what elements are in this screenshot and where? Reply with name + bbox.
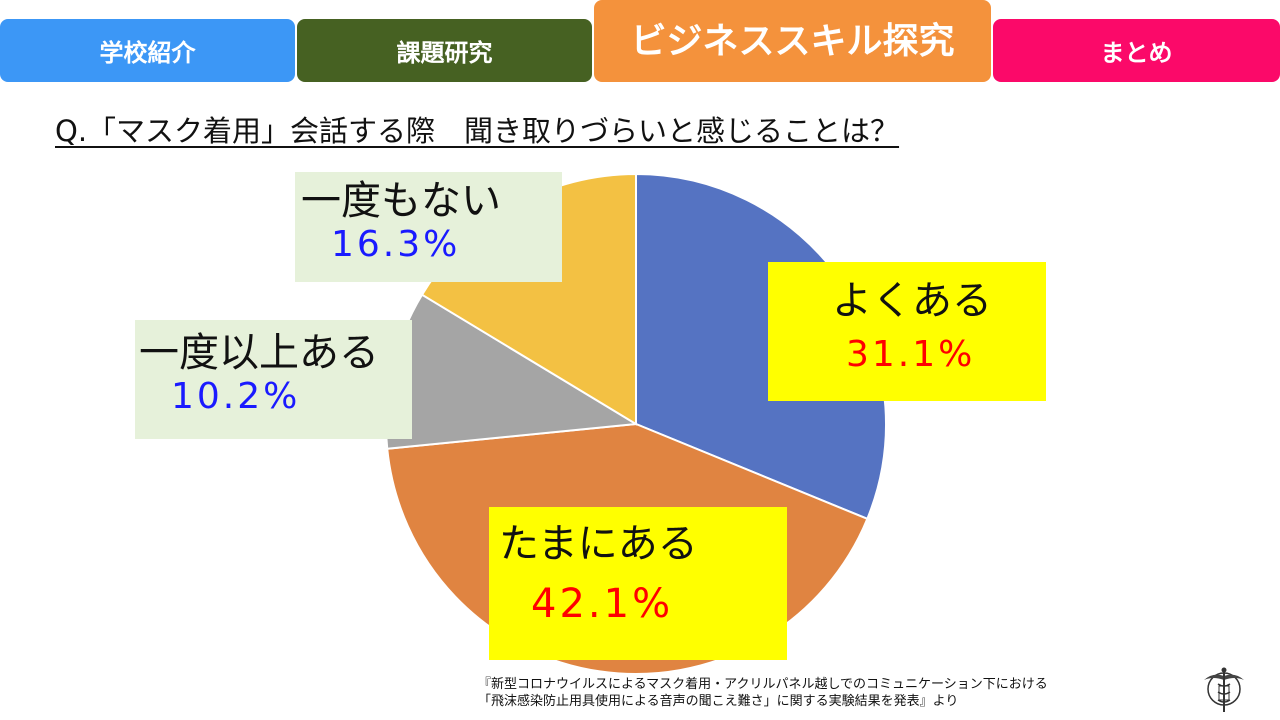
- school-emblem-icon: [1204, 667, 1244, 712]
- slice-percent-label: 42.1%: [531, 581, 674, 627]
- slice-percent-label: 16.3%: [331, 224, 461, 265]
- slice-label-once-or-more: 一度以上ある 10.2%: [135, 320, 412, 439]
- slice-percent-label: 31.1%: [846, 334, 976, 375]
- page-title: Q.「マスク着用」会話する際 聞き取りづらいと感じることは？: [55, 114, 900, 148]
- slice-percent-label: 10.2%: [171, 376, 301, 417]
- slice-label-text: よくある: [832, 278, 992, 324]
- tab-school-intro[interactable]: 学校紹介: [0, 19, 295, 82]
- slice-label-sometimes: たまにある 42.1%: [489, 507, 787, 660]
- source-citation: 『新型コロナウイルスによるマスク着用・アクリルパネル越しでのコミュニケーション下…: [478, 676, 1048, 710]
- source-line-2: 「飛沫感染防止用具使用による音声の聞こえ難さ」に関する実験結果を発表』より: [478, 694, 959, 709]
- tab-summary[interactable]: まとめ: [993, 19, 1280, 82]
- slice-label-text: 一度以上ある: [139, 330, 379, 376]
- tab-research[interactable]: 課題研究: [297, 19, 592, 82]
- source-line-1: 『新型コロナウイルスによるマスク着用・アクリルパネル越しでのコミュニケーション下…: [478, 677, 1048, 692]
- slice-label-text: 一度もない: [301, 178, 501, 224]
- slice-label-often: よくある 31.1%: [768, 262, 1046, 401]
- tab-business-skill[interactable]: ビジネススキル探究: [594, 0, 991, 82]
- slice-label-text: たまにある: [499, 521, 698, 567]
- slice-label-never: 一度もない 16.3%: [295, 172, 562, 282]
